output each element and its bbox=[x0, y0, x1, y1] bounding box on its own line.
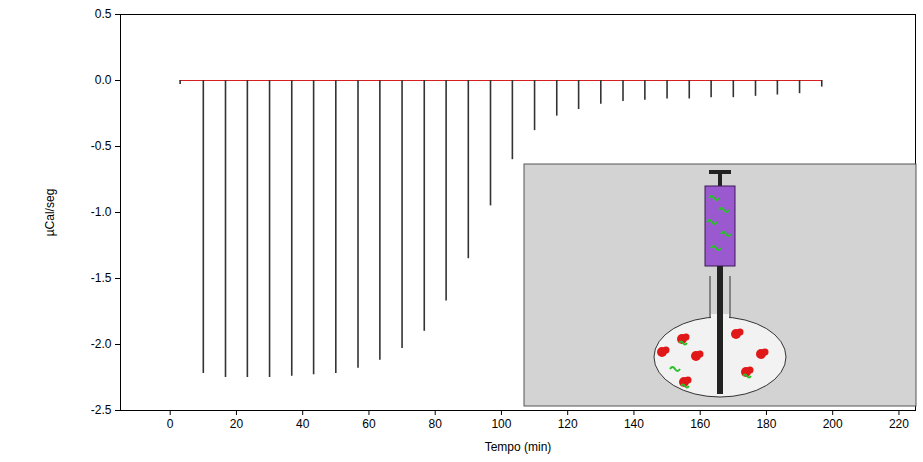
svg-text:120: 120 bbox=[558, 417, 578, 431]
svg-text:220: 220 bbox=[889, 417, 909, 431]
svg-text:100: 100 bbox=[491, 417, 511, 431]
svg-text:Tempo (min): Tempo (min) bbox=[485, 440, 552, 454]
svg-text:60: 60 bbox=[362, 417, 376, 431]
svg-text:0.5: 0.5 bbox=[95, 7, 112, 21]
svg-text:-2.5: -2.5 bbox=[91, 403, 112, 417]
svg-text:-1.5: -1.5 bbox=[91, 271, 112, 285]
svg-text:-2.0: -2.0 bbox=[91, 337, 112, 351]
svg-text:40: 40 bbox=[296, 417, 310, 431]
svg-text:-0.5: -0.5 bbox=[91, 139, 112, 153]
svg-text:180: 180 bbox=[756, 417, 776, 431]
svg-text:0.0: 0.0 bbox=[95, 73, 112, 87]
svg-text:-1.0: -1.0 bbox=[91, 205, 112, 219]
svg-text:200: 200 bbox=[823, 417, 843, 431]
svg-text:0: 0 bbox=[167, 417, 174, 431]
svg-text:µCal/seg: µCal/seg bbox=[43, 189, 57, 237]
svg-text:20: 20 bbox=[230, 417, 244, 431]
svg-text:140: 140 bbox=[624, 417, 644, 431]
svg-text:160: 160 bbox=[690, 417, 710, 431]
svg-text:80: 80 bbox=[429, 417, 443, 431]
